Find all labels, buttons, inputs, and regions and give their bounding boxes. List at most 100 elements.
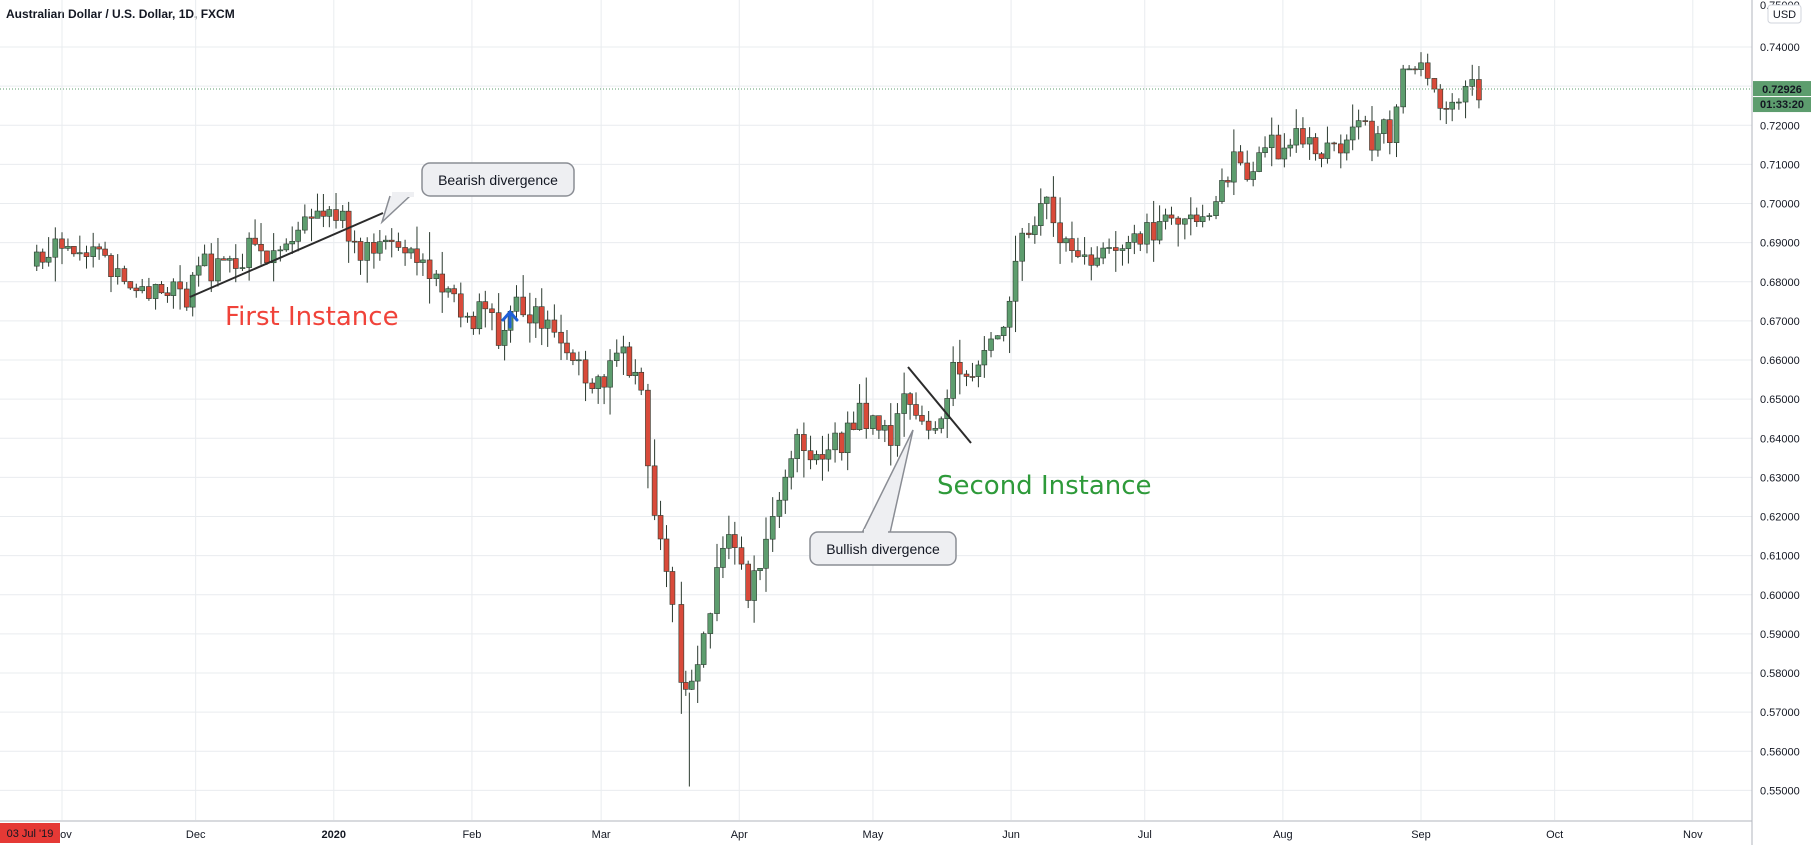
candle-up bbox=[700, 633, 707, 665]
candle-up bbox=[694, 664, 701, 682]
x-tick-label: Dec bbox=[186, 829, 206, 841]
candle-up bbox=[1199, 216, 1206, 222]
candle-up bbox=[788, 458, 795, 478]
chart-title: Australian Dollar / U.S. Dollar, 1D, FXC… bbox=[6, 7, 235, 21]
candle-down bbox=[582, 359, 589, 384]
countdown-value: 01:33:20 bbox=[1760, 99, 1804, 111]
candle-up bbox=[782, 476, 789, 501]
y-tick-label: 0.56000 bbox=[1760, 746, 1800, 758]
candle-down bbox=[158, 284, 165, 294]
candle-up bbox=[1462, 86, 1469, 103]
y-tick-label: 0.68000 bbox=[1760, 277, 1800, 289]
candle-down bbox=[439, 273, 446, 293]
candle-down bbox=[1150, 222, 1157, 241]
candle-down bbox=[520, 296, 526, 316]
candle-up bbox=[433, 273, 440, 279]
y-tick-label: 0.69000 bbox=[1760, 238, 1800, 250]
candle-up bbox=[1324, 142, 1331, 159]
candle-down bbox=[39, 251, 46, 263]
candle-down bbox=[558, 331, 564, 344]
candle-up bbox=[513, 296, 520, 312]
candle-up bbox=[751, 570, 757, 601]
candle-up bbox=[1262, 147, 1268, 153]
candle-up bbox=[825, 449, 832, 460]
candle-down bbox=[59, 238, 65, 249]
candle-up bbox=[1400, 68, 1406, 108]
candle-up bbox=[201, 253, 208, 267]
candle-down bbox=[482, 301, 489, 310]
currency-button[interactable]: USD bbox=[1767, 4, 1802, 24]
candle-down bbox=[1057, 222, 1063, 244]
candle-up bbox=[1213, 201, 1219, 216]
candle-down bbox=[907, 393, 913, 405]
candle-up bbox=[769, 516, 776, 540]
candle-up bbox=[714, 567, 720, 614]
candle-up bbox=[283, 243, 290, 251]
candle-down bbox=[564, 342, 570, 354]
candle-down bbox=[538, 306, 545, 329]
candle-up bbox=[420, 259, 426, 263]
candle-up bbox=[532, 306, 539, 324]
candle-up bbox=[1012, 260, 1019, 302]
candle-down bbox=[395, 241, 402, 248]
candle-up bbox=[1219, 180, 1225, 202]
candle-down bbox=[388, 239, 395, 242]
candle-up bbox=[1100, 247, 1106, 259]
candle-down bbox=[913, 404, 919, 416]
y-tick-label: 0.65000 bbox=[1760, 394, 1800, 406]
candle-up bbox=[1381, 119, 1387, 134]
bullish-callout-label: Bullish divergence bbox=[826, 541, 940, 557]
candle-down bbox=[801, 434, 807, 451]
candle-down bbox=[470, 315, 477, 330]
candle-down bbox=[1412, 68, 1418, 71]
candle-down bbox=[1069, 238, 1075, 251]
candle-down bbox=[495, 312, 502, 346]
candle-down bbox=[1244, 162, 1251, 180]
y-tick-label: 0.60000 bbox=[1760, 590, 1800, 602]
candle-up bbox=[1449, 101, 1455, 110]
bullish-callout-pointer bbox=[861, 429, 914, 534]
candle-down bbox=[626, 346, 633, 376]
x-tick-label: Nov bbox=[1683, 829, 1703, 841]
candle-down bbox=[1137, 233, 1144, 245]
bearish-callout-joint bbox=[392, 192, 414, 197]
candle-up bbox=[189, 274, 196, 308]
candle-up bbox=[595, 376, 601, 389]
candle-up bbox=[620, 346, 627, 354]
candle-up bbox=[1019, 232, 1026, 262]
candle-down bbox=[177, 281, 183, 290]
candle-down bbox=[1318, 153, 1325, 159]
candle-up bbox=[1125, 242, 1132, 249]
x-tick-label: Sep bbox=[1411, 829, 1431, 841]
candle-up bbox=[302, 216, 308, 231]
candle-up bbox=[289, 241, 296, 245]
candle-up bbox=[1343, 139, 1350, 154]
candle-up bbox=[1469, 79, 1476, 87]
y-tick-label: 0.71000 bbox=[1760, 159, 1800, 171]
candle-up bbox=[988, 338, 994, 351]
last-price-value: 0.72926 bbox=[1762, 84, 1802, 96]
second-instance-label: Second Instance bbox=[937, 471, 1152, 501]
candle-down bbox=[1088, 254, 1095, 266]
candle-up bbox=[1256, 152, 1262, 172]
bearish-trendline bbox=[189, 212, 384, 298]
x-tick-label: Apr bbox=[731, 829, 748, 841]
candle-up bbox=[856, 402, 863, 430]
candle-down bbox=[96, 246, 102, 250]
candle-down bbox=[863, 402, 870, 429]
candle-up bbox=[950, 361, 956, 399]
candle-up bbox=[227, 258, 233, 261]
candle-down bbox=[320, 210, 327, 217]
y-tick-label: 0.67000 bbox=[1760, 316, 1800, 328]
x-tick-label: Jun bbox=[1002, 829, 1020, 841]
candle-down bbox=[683, 682, 689, 690]
candle-down bbox=[1237, 151, 1244, 164]
candle-down bbox=[850, 422, 857, 430]
candle-up bbox=[1119, 248, 1126, 251]
candle-down bbox=[669, 571, 676, 605]
candle-down bbox=[651, 465, 658, 516]
y-tick-label: 0.57000 bbox=[1760, 707, 1800, 719]
candle-up bbox=[246, 237, 252, 268]
candle-up bbox=[1375, 133, 1381, 151]
